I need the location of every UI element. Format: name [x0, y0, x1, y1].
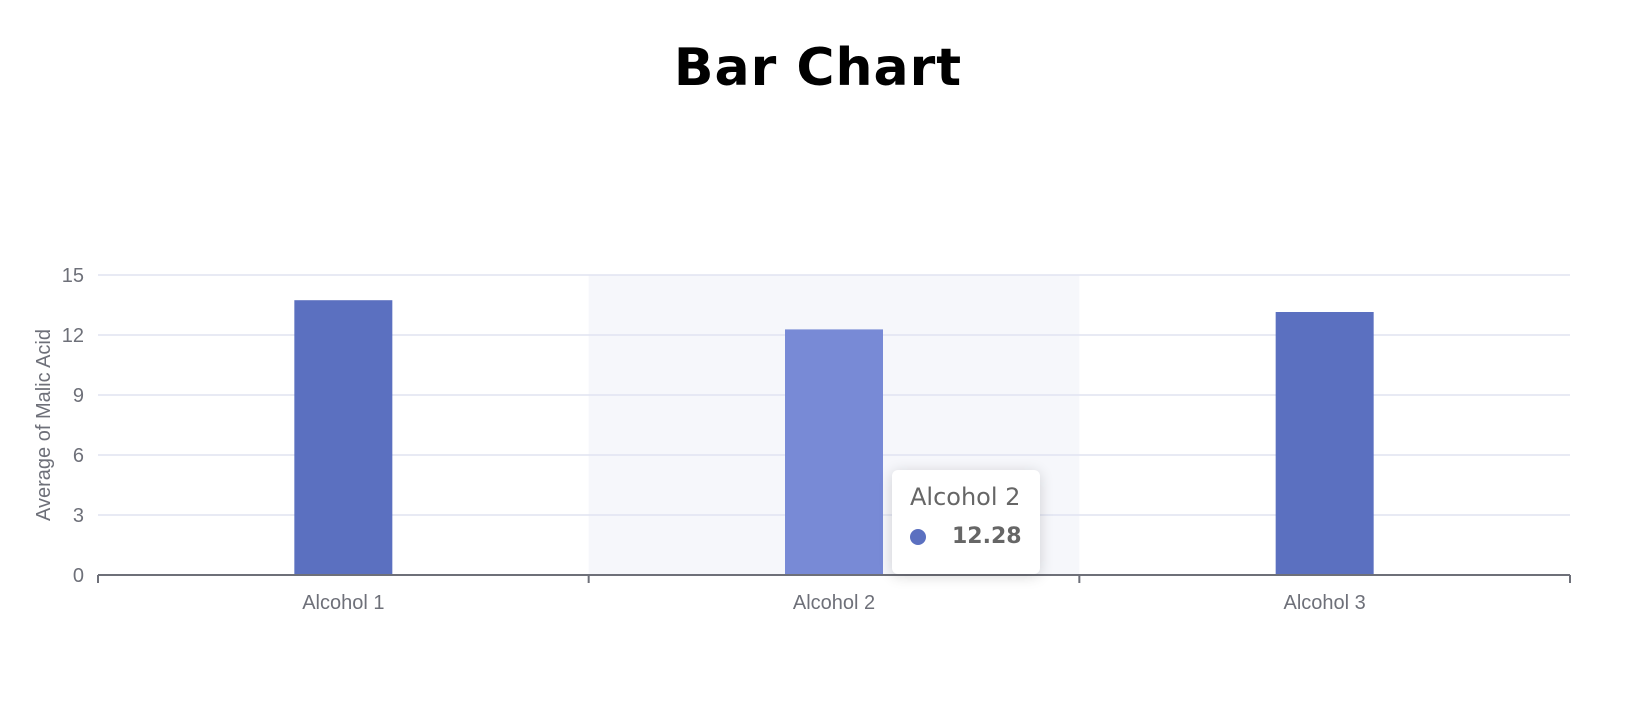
- tooltip-value: 12.28: [952, 524, 1022, 549]
- page-title: Bar Chart: [673, 38, 963, 98]
- bars: [294, 300, 1374, 575]
- x-axis: [97, 574, 1571, 583]
- bar: [785, 329, 883, 575]
- x-axis-ticks: Alcohol 1 Alcohol 2 Alcohol 3: [302, 592, 1366, 614]
- y-tick-label: 3: [73, 505, 84, 527]
- tooltip-row: 12.28: [910, 524, 1022, 549]
- bar: [294, 300, 393, 575]
- x-tick-label: Alcohol 3: [1284, 592, 1366, 614]
- y-tick-label: 15: [62, 265, 84, 287]
- y-tick-label: 6: [73, 445, 84, 467]
- x-tick-label: Alcohol 1: [302, 592, 384, 614]
- y-tick-label: 0: [73, 565, 84, 587]
- tooltip-title: Alcohol 2: [910, 483, 1021, 511]
- x-tick-label: Alcohol 2: [793, 592, 875, 614]
- series-marker-icon: [910, 528, 926, 545]
- y-axis-ticks: 0 3 6 9 12 15: [62, 265, 84, 587]
- tooltip: Alcohol 2 12.28: [892, 470, 1040, 574]
- bar: [1275, 312, 1374, 575]
- y-axis-label: Average of Malic Acid: [33, 329, 55, 521]
- y-tick-label: 9: [73, 385, 84, 407]
- y-tick-label: 12: [62, 325, 84, 347]
